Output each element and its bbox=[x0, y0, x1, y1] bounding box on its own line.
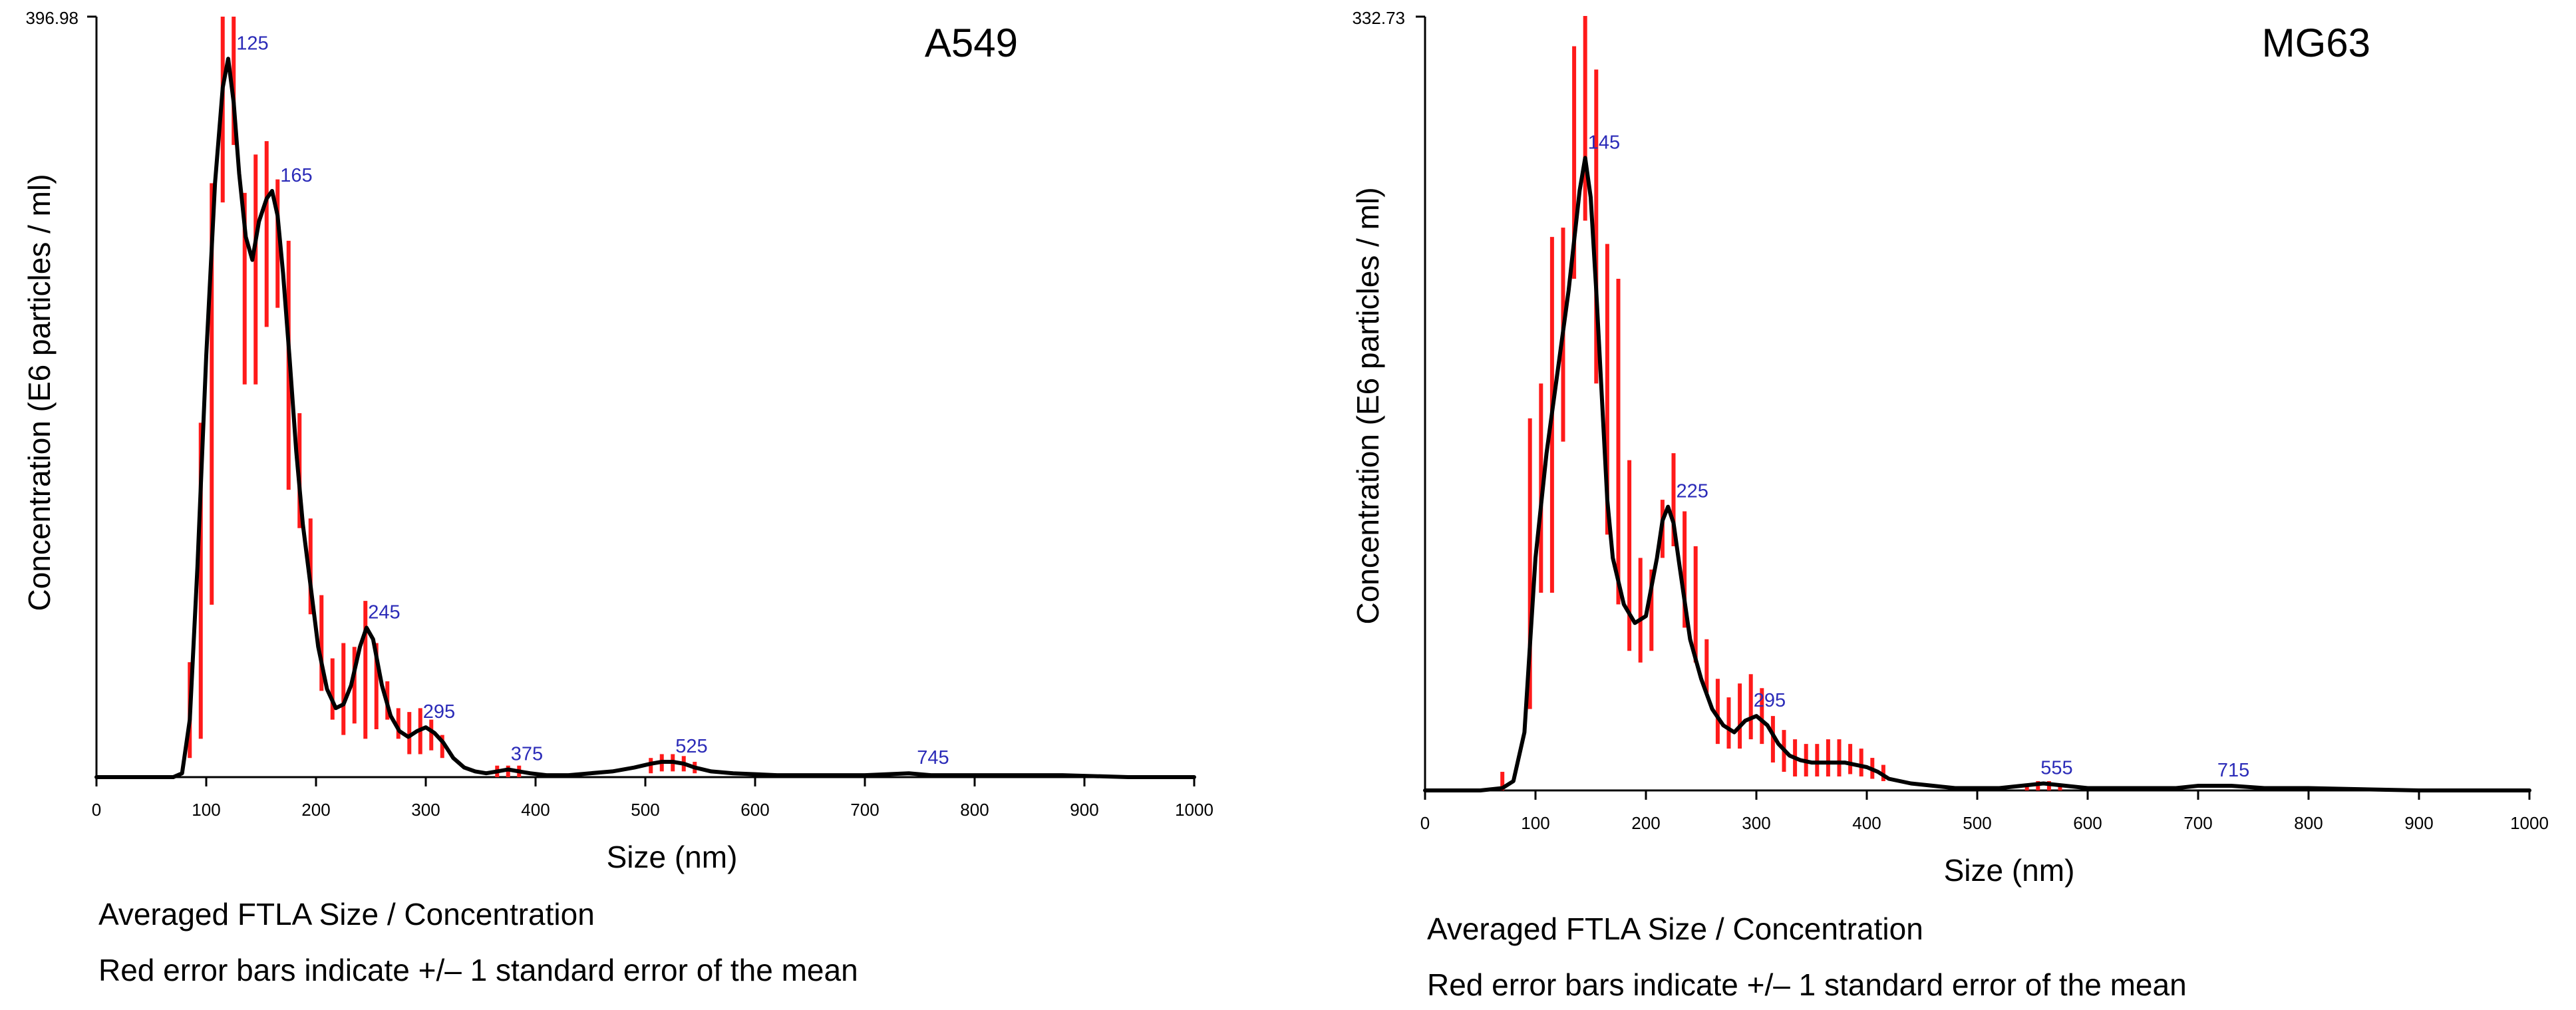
caption-title: Averaged FTLA Size / Concentration bbox=[1427, 912, 1923, 946]
x-tick-label: 400 bbox=[1852, 813, 1881, 833]
x-tick-label: 600 bbox=[2073, 813, 2102, 833]
peak-label: 295 bbox=[423, 701, 455, 723]
x-tick-label: 700 bbox=[2183, 813, 2212, 833]
concentration-series-line bbox=[1423, 156, 2531, 792]
x-tick-label: 300 bbox=[1742, 813, 1770, 833]
peak-label: 125 bbox=[236, 33, 268, 54]
x-tick-label: 900 bbox=[1070, 800, 1098, 820]
x-tick-label: 800 bbox=[960, 800, 989, 820]
x-tick-label: 800 bbox=[2294, 813, 2323, 833]
x-tick-label: 100 bbox=[192, 800, 220, 820]
chart-panel-mg63: MG63 332.73 Concentration (E6 particles … bbox=[1351, 8, 2549, 1002]
peak-label: 715 bbox=[2217, 760, 2249, 781]
caption-note: Red error bars indicate +/– 1 standard e… bbox=[98, 953, 858, 987]
x-tick-label: 200 bbox=[1631, 813, 1660, 833]
peak-label: 295 bbox=[1754, 690, 1786, 711]
sample-label: MG63 bbox=[2262, 21, 2370, 65]
x-tick-label: 700 bbox=[850, 800, 879, 820]
peak-label: 145 bbox=[1588, 132, 1620, 153]
peak-label: 525 bbox=[675, 736, 707, 757]
plot-area: 0 100 200 300 400 500 600 700 800 900 1000 125 165 24… bbox=[87, 15, 1213, 820]
peak-label: 555 bbox=[2040, 758, 2072, 779]
peak-label: 225 bbox=[1677, 481, 1708, 502]
x-tick-label: 600 bbox=[740, 800, 769, 820]
y-axis-label: Concentration (E6 particles / ml) bbox=[1351, 187, 1385, 624]
sample-label: A549 bbox=[925, 21, 1018, 65]
x-tick-label: 500 bbox=[631, 800, 659, 820]
x-tick-label: 1000 bbox=[1175, 800, 1213, 820]
chart-panel-a549: A549 396.98 Concentration (E6 particles … bbox=[22, 8, 1213, 987]
x-tick-label: 1000 bbox=[2510, 813, 2549, 833]
x-tick-label: 500 bbox=[1963, 813, 1991, 833]
caption-note: Red error bars indicate +/– 1 standard e… bbox=[1427, 967, 2187, 1002]
caption-title: Averaged FTLA Size / Concentration bbox=[98, 897, 595, 931]
y-max-label: 396.98 bbox=[25, 8, 79, 28]
peak-label: 375 bbox=[511, 743, 543, 764]
concentration-series-line bbox=[94, 57, 1196, 779]
x-tick-label: 300 bbox=[411, 800, 440, 820]
x-axis-label: Size (nm) bbox=[1944, 853, 2075, 888]
peak-label: 165 bbox=[280, 165, 312, 186]
y-axis-label: Concentration (E6 particles / ml) bbox=[22, 174, 57, 611]
x-tick-label: 100 bbox=[1521, 813, 1549, 833]
plot-area: 0 100 200 300 400 500 600 700 800 900 1000 145 225 29… bbox=[1416, 15, 2549, 833]
x-tick-label: 0 bbox=[92, 800, 101, 820]
x-axis-label: Size (nm) bbox=[607, 840, 738, 874]
x-tick-label: 200 bbox=[301, 800, 330, 820]
x-tick-label: 0 bbox=[1420, 813, 1430, 833]
peak-label: 745 bbox=[917, 747, 949, 768]
x-tick-label: 900 bbox=[2404, 813, 2433, 833]
y-max-label: 332.73 bbox=[1352, 8, 1405, 28]
peak-label: 245 bbox=[368, 601, 400, 623]
x-tick-label: 400 bbox=[521, 800, 550, 820]
